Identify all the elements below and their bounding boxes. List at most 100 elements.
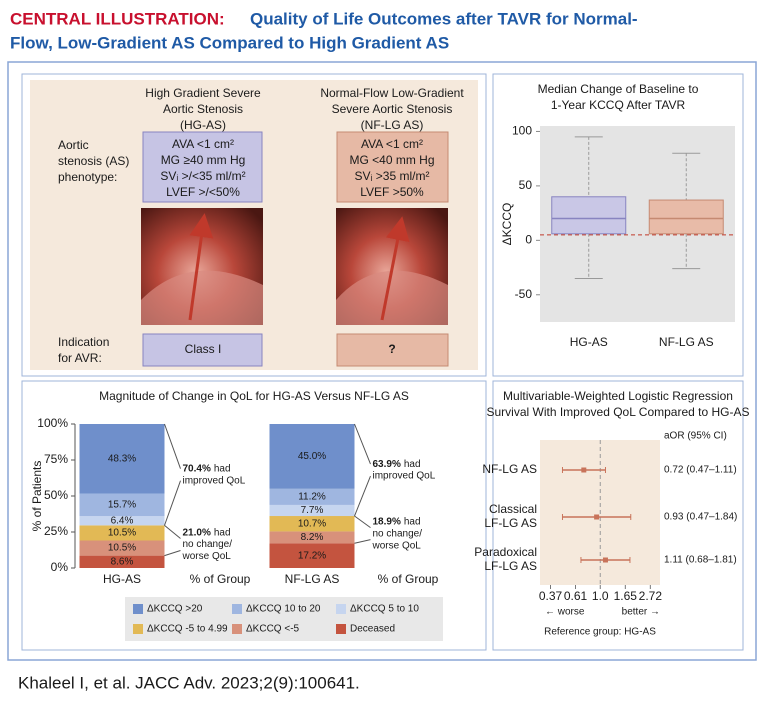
value-label: 10.7% [298,518,326,529]
legend-label: Deceased [350,624,395,635]
bar-segment [79,493,165,517]
criterion: SVᵢ >35 ml/m² [355,169,430,183]
legend-label: ΔKCCQ <-5 [246,624,300,635]
annotation-text: had [214,463,231,474]
x-tick-label: NF-LG AS [285,572,340,586]
x-tick-label: 2.72 [639,589,663,603]
header-label: CENTRAL ILLUSTRATION: [10,9,225,28]
criterion: LVEF >50% [360,185,424,199]
row-label: phenotype: [58,170,117,184]
annotation-text: had [404,459,421,470]
frame [7,61,757,661]
value-label: 0.72 (0.47–1.11) [664,465,737,476]
header-title: Quality of Life Outcomes after TAVR for … [250,9,638,28]
value-label: 11.2% [298,492,326,503]
row-label: Aortic [58,138,89,152]
annotation-text: worse QoL [372,540,422,551]
legend-box [125,597,443,641]
y-tick-label: 50% [44,488,68,502]
annotation-text: worse QoL [182,551,232,562]
x-tick-label: HG-AS [570,335,608,349]
annotation-text: had [214,527,231,538]
point [581,467,587,473]
value-label: 45.0% [298,451,326,462]
criterion: MG <40 mm Hg [349,153,434,167]
y-tick-label: 75% [44,452,68,466]
annotation: 18.9% had [373,516,421,527]
x-tick-label: 1.0 [592,589,609,603]
legend-label: ΔKCCQ >20 [147,604,203,615]
bar-segment [269,488,355,505]
column-title: (NF-LG AS) [361,118,424,132]
annotation: 63.9% had [373,459,421,470]
y-tick-label: 50 [519,178,533,192]
direction-label: ← worse [545,607,585,618]
bar-segment [79,540,165,556]
bar-segment [79,516,165,526]
y-axis-label: % of Patients [30,461,44,532]
legend-swatch [232,604,242,614]
point [594,514,600,520]
bracket [354,515,371,544]
row-label: Classical [489,502,537,516]
indication-box [142,333,263,367]
bracket [354,423,371,517]
value-label: 8.6% [111,556,134,567]
annotation-text: improved QoL [373,471,436,482]
bar-segment [79,525,165,541]
direction-label: better → [622,607,660,618]
annotation-text: had [404,516,421,527]
x-tick-label: 0.37 [539,589,563,603]
indication: ? [388,342,395,356]
row-label: stenosis (AS) [58,154,129,168]
citation: Khaleel I, et al. JACC Adv. 2023;2(9):10… [18,673,360,692]
value-label: 15.7% [108,499,136,510]
x-tick-label: 1.65 [614,589,638,603]
annotation: 70.4% had [183,463,231,474]
value-label: 10.5% [108,543,136,554]
x-tick-label: % of Group [190,572,251,586]
value-label: 10.5% [108,528,136,539]
criterion: LVEF >/<50% [166,185,240,199]
point [602,557,608,563]
bar-segment [269,543,355,568]
x-tick-label: % of Group [378,572,439,586]
legend-swatch [133,604,143,614]
bar-segment [79,555,165,568]
annotation-text: no change/ [183,539,233,550]
legend-swatch [232,624,242,634]
criterion: MG ≥40 mm Hg [161,153,246,167]
y-tick-label: -50 [515,287,533,301]
bar-segment [79,424,165,494]
bar-segment [269,424,355,489]
row-label: NF-LG AS [482,462,537,476]
y-tick-label: 100 [512,124,532,138]
phenotype-box [142,131,263,203]
criterion: AVA <1 cm² [361,137,423,151]
bar-segment [269,531,355,544]
value-label: 0.93 (0.47–1.84) [664,512,737,523]
annotation-value: 63.9% [373,459,401,470]
x-tick-label: HG-AS [103,572,141,586]
annotation-text: no change/ [373,528,423,539]
x-tick-label: NF-LG AS [659,335,714,349]
bar-segment [269,504,355,517]
value-label: 6.4% [111,515,134,526]
chart-title: Survival With Improved QoL Compared to H… [487,405,750,419]
annotation-value: 70.4% [183,463,211,474]
valve-illustration [336,208,448,325]
column-title: High Gradient Severe [145,86,261,100]
indication-box [336,333,449,367]
row-label: Indication [58,335,109,349]
y-tick-label: 0 [525,233,532,247]
column-title: Normal-Flow Low-Gradient [320,86,464,100]
chart-title: 1-Year KCCQ After TAVR [551,98,686,112]
y-tick-label: 0% [51,560,69,574]
annotation-text: improved QoL [183,475,246,486]
valve-illustration [141,208,263,325]
criterion: AVA <1 cm² [172,137,234,151]
column-title: Severe Aortic Stenosis [332,102,453,116]
value-header: aOR (95% CI) [664,431,727,442]
chart-title: Median Change of Baseline to [538,82,699,96]
